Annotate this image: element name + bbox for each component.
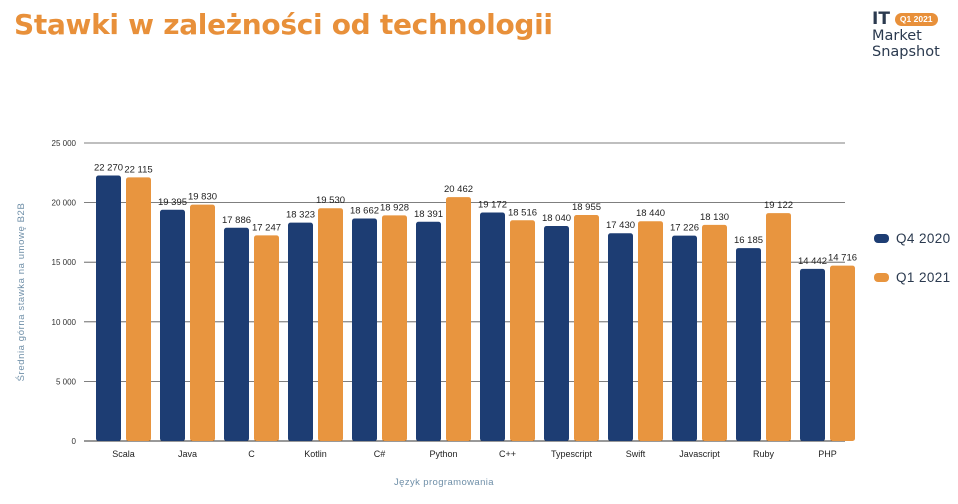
- data-label-q4-2020: 18 662: [350, 206, 379, 217]
- data-label-q1-2021: 22 115: [124, 164, 152, 175]
- brand-logo: IT Q1 2021 Market Snapshot: [872, 10, 956, 60]
- x-tick-label: Typescript: [551, 449, 593, 459]
- bar-q1-2021: [382, 215, 407, 441]
- x-tick-label: Kotlin: [304, 449, 327, 459]
- x-tick-label: Javascript: [679, 449, 720, 459]
- y-tick-label: 10 000: [52, 318, 77, 327]
- bar-q1-2021: [254, 235, 279, 441]
- brand-it: IT: [872, 9, 890, 29]
- bar-q1-2021: [510, 220, 535, 441]
- data-label-q1-2021: 20 462: [444, 184, 473, 195]
- x-tick-label: PHP: [818, 449, 837, 459]
- data-label-q4-2020: 18 040: [542, 213, 571, 224]
- data-label-q4-2020: 18 391: [414, 209, 443, 220]
- x-axis-label: Język programowania: [394, 477, 494, 488]
- data-label-q1-2021: 18 928: [380, 202, 409, 213]
- data-label-q1-2021: 18 516: [508, 207, 537, 218]
- bar-q1-2021: [126, 177, 151, 441]
- legend-item-q1-2021: Q1 2021: [874, 267, 951, 287]
- data-label-q1-2021: 19 122: [764, 200, 793, 211]
- data-label-q4-2020: 16 185: [734, 235, 763, 246]
- x-tick-label: Java: [178, 449, 197, 459]
- brand-snapshot: Snapshot: [872, 44, 940, 60]
- bar-q1-2021: [830, 265, 855, 441]
- y-tick-label: 0: [72, 437, 77, 446]
- bar-q4-2020: [416, 221, 441, 441]
- bar-q1-2021: [574, 215, 599, 441]
- legend-label-q4-2020: Q4 2020: [896, 230, 951, 246]
- bar-q1-2021: [318, 208, 343, 441]
- data-label-q4-2020: 18 323: [286, 210, 315, 221]
- legend-item-q4-2020: Q4 2020: [874, 228, 951, 248]
- data-label-q1-2021: 18 130: [700, 212, 729, 223]
- bar-q4-2020: [608, 233, 633, 441]
- data-label-q1-2021: 18 955: [572, 202, 601, 213]
- y-tick-label: 25 000: [52, 139, 77, 148]
- bar-q1-2021: [638, 221, 663, 441]
- legend: Q4 2020 Q1 2021: [874, 228, 951, 287]
- legend-label-q1-2021: Q1 2021: [896, 269, 951, 285]
- x-tick-label: Swift: [626, 449, 646, 459]
- data-label-q1-2021: 19 830: [188, 192, 217, 203]
- x-tick-label: C#: [374, 449, 386, 459]
- legend-swatch-q4-2020: [874, 233, 889, 243]
- bar-q4-2020: [672, 235, 697, 441]
- data-label-q1-2021: 18 440: [636, 208, 665, 219]
- bar-q4-2020: [736, 248, 761, 441]
- data-label-q1-2021: 19 530: [316, 195, 345, 206]
- brand-badge: Q1 2021: [894, 12, 938, 26]
- data-label-q4-2020: 19 172: [478, 199, 507, 210]
- bar-q1-2021: [766, 213, 791, 441]
- bar-q1-2021: [702, 224, 727, 441]
- x-tick-label: Python: [429, 449, 457, 459]
- bar-q4-2020: [544, 225, 569, 441]
- bar-q4-2020: [352, 218, 377, 441]
- bar-q4-2020: [96, 175, 121, 441]
- y-tick-label: 20 000: [52, 199, 77, 208]
- data-label-q4-2020: 14 442: [798, 256, 827, 267]
- bar-q1-2021: [446, 197, 471, 441]
- y-tick-label: 5 000: [56, 377, 77, 386]
- data-label-q4-2020: 17 886: [222, 215, 251, 226]
- y-tick-label: 15 000: [52, 258, 77, 267]
- data-label-q4-2020: 22 270: [94, 163, 123, 174]
- bar-q4-2020: [224, 227, 249, 441]
- bar-q4-2020: [288, 222, 313, 441]
- bar-q4-2020: [800, 268, 825, 441]
- bar-q4-2020: [480, 212, 505, 441]
- x-tick-label: Scala: [112, 449, 135, 459]
- x-tick-label: C++: [499, 449, 516, 459]
- data-label-q1-2021: 14 716: [828, 253, 857, 264]
- data-label-q4-2020: 17 430: [606, 220, 635, 231]
- bar-q4-2020: [160, 209, 185, 441]
- x-tick-label: C: [248, 449, 255, 459]
- chart-title: Stawki w zależności od technologii: [14, 8, 553, 41]
- legend-swatch-q1-2021: [874, 272, 889, 282]
- y-axis-label: Średnia górna stawka na umowę B2B: [15, 203, 27, 382]
- bar-q1-2021: [190, 204, 215, 441]
- x-tick-label: Ruby: [753, 449, 775, 459]
- data-label-q1-2021: 17 247: [252, 222, 281, 233]
- data-label-q4-2020: 17 226: [670, 223, 699, 234]
- brand-market: Market: [872, 28, 922, 44]
- data-label-q4-2020: 19 395: [158, 197, 187, 208]
